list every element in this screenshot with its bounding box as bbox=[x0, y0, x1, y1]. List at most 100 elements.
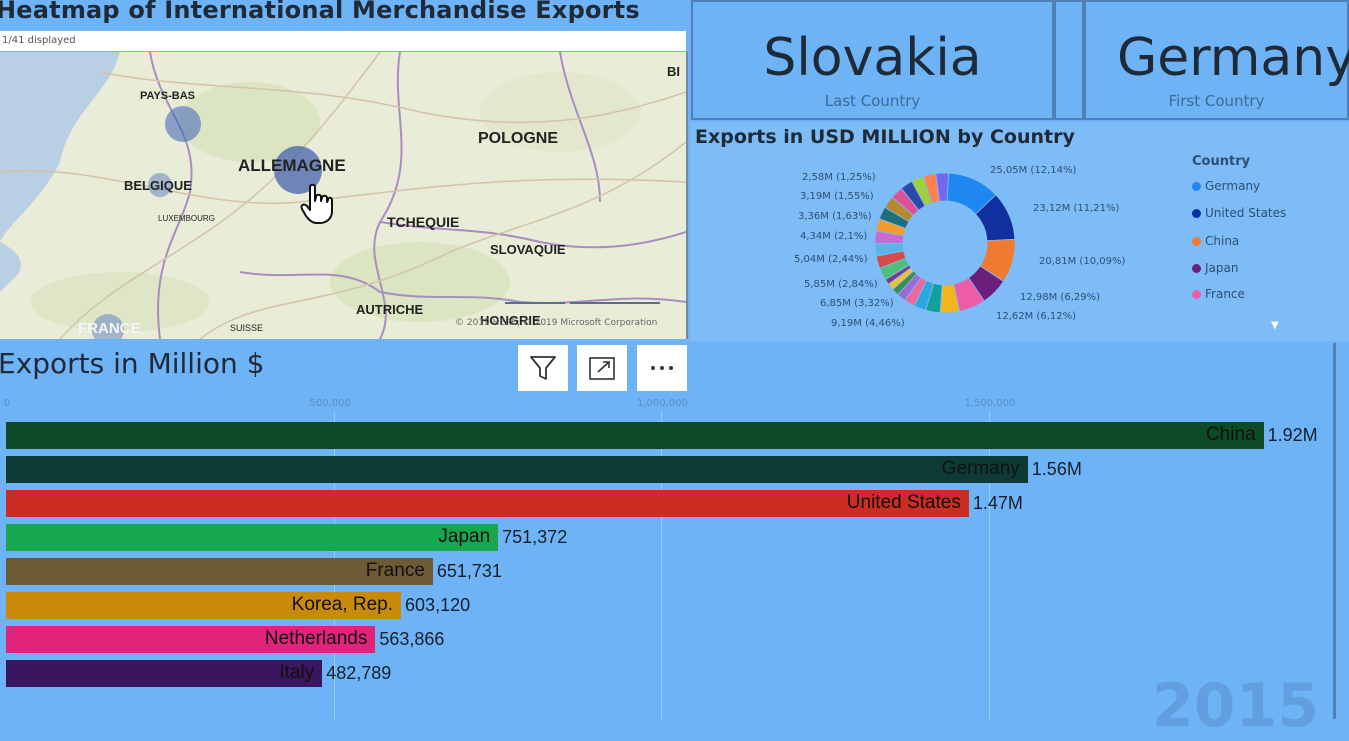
bar-china[interactable] bbox=[6, 422, 1264, 449]
map-label-switzerland: SUISSE bbox=[230, 323, 264, 333]
legend-scroll-down-icon[interactable]: ▼ bbox=[1271, 320, 1279, 331]
bar-race-visual[interactable]: Exports in Million $ 0 500,000 1,000,000 1,… bbox=[0, 341, 1349, 741]
bar-country-label: Japan bbox=[438, 526, 491, 547]
legend-dot-icon bbox=[1192, 237, 1201, 246]
legend-dot-icon bbox=[1192, 264, 1201, 273]
slice-label: 25,05M (12,14%) bbox=[990, 165, 1077, 176]
bar-title: Exports in Million $ bbox=[0, 347, 265, 380]
donut-visual[interactable]: Exports in USD MILLION by Country 25,05M… bbox=[690, 122, 1349, 341]
slice-label: 20,81M (10,09%) bbox=[1039, 256, 1126, 267]
bar-korea-rep[interactable] bbox=[6, 592, 402, 619]
legend-item-japan[interactable]: Japan bbox=[1192, 261, 1238, 275]
slice-label: 2,58M (1,25%) bbox=[802, 172, 876, 183]
kpi-value: Slovakia bbox=[763, 28, 982, 88]
legend-label: United States bbox=[1205, 206, 1287, 220]
map-label-poland: POLOGNE bbox=[478, 130, 559, 147]
map-canvas[interactable]: PAYS-BAS BELGIQUE ALLEMAGNE POLOGNE TCHE… bbox=[0, 52, 688, 339]
map-display-count: 1/41 displayed bbox=[0, 31, 686, 51]
legend-label: France bbox=[1205, 287, 1245, 301]
axis-tick-label: 500,000 bbox=[309, 398, 351, 409]
focus-mode-button[interactable] bbox=[577, 345, 627, 391]
bar-country-label: France bbox=[365, 560, 425, 581]
kpi-value: Germany bbox=[1116, 28, 1349, 88]
legend-label: Germany bbox=[1205, 179, 1261, 193]
more-options-button[interactable] bbox=[637, 345, 687, 391]
slice-label: 23,12M (11,21%) bbox=[1033, 203, 1120, 214]
legend-label: China bbox=[1205, 234, 1240, 248]
bar-value-label: 563,866 bbox=[379, 629, 445, 649]
bar-value-label: 603,120 bbox=[405, 595, 471, 615]
map-credit: © 2019 HERE, © 2019 Microsoft Corporatio… bbox=[455, 318, 658, 328]
heat-bubble bbox=[165, 106, 201, 142]
heat-bubble bbox=[274, 146, 322, 194]
heat-bubble bbox=[148, 173, 172, 197]
slice-label: 12,98M (6,29%) bbox=[1020, 292, 1101, 303]
map-label-czechia: TCHEQUIE bbox=[387, 214, 460, 230]
slice-label: 5,85M (2,84%) bbox=[804, 279, 878, 290]
legend-dot-icon bbox=[1192, 209, 1201, 218]
map-title: Heatmap of International Merchandise Exp… bbox=[0, 0, 640, 24]
gridline bbox=[661, 411, 662, 721]
axis-tick-label: 1,000,000 bbox=[637, 398, 688, 409]
bar-france[interactable] bbox=[6, 558, 433, 585]
more-options-icon bbox=[651, 366, 673, 370]
map-label-netherlands: PAYS-BAS bbox=[140, 90, 196, 102]
map-visual[interactable]: Heatmap of International Merchandise Exp… bbox=[0, 0, 688, 341]
donut-title: Exports in USD MILLION by Country bbox=[695, 126, 1075, 148]
hand-cursor-icon bbox=[300, 183, 333, 224]
slice-label: 4,34M (2,1%) bbox=[800, 231, 868, 242]
map-label-austria: AUTRICHE bbox=[356, 302, 424, 317]
axis-tick-label: 1,500,000 bbox=[964, 398, 1016, 409]
kpi-card-last-country[interactable]: Slovakia Last Country bbox=[691, 0, 1054, 120]
bar-country-label: Korea, Rep. bbox=[291, 594, 394, 615]
donut-slice[interactable] bbox=[935, 172, 949, 202]
map-label-hungary: HONGRIE bbox=[480, 313, 541, 328]
gridline bbox=[988, 411, 990, 721]
map-label-germany: ALLEMAGNE bbox=[238, 156, 346, 175]
year-stamp: 2015 bbox=[1152, 671, 1319, 741]
slice-label: 5,04M (2,44%) bbox=[794, 254, 868, 265]
bar-value-label: 651,731 bbox=[436, 561, 502, 581]
map-label-luxembourg: LUXEMBOURG bbox=[158, 214, 215, 223]
kpi-caption: First Country bbox=[1168, 92, 1265, 110]
bar-value-label: 1.92M bbox=[1267, 425, 1318, 445]
legend-dot-icon bbox=[1192, 290, 1201, 299]
map-label-belgium: BELGIQUE bbox=[124, 178, 192, 193]
expand-icon bbox=[589, 357, 615, 380]
bar-frame bbox=[0, 343, 1336, 719]
filter-button[interactable] bbox=[518, 345, 568, 391]
legend-item-united-states[interactable]: United States bbox=[1192, 206, 1286, 220]
bar-italy[interactable] bbox=[6, 660, 323, 687]
legend-label: Japan bbox=[1205, 261, 1239, 275]
legend-dot-icon bbox=[1192, 182, 1201, 191]
bar-value-label: 751,372 bbox=[502, 527, 568, 547]
bar-united-states[interactable] bbox=[6, 490, 969, 517]
legend-item-france[interactable]: France bbox=[1192, 287, 1245, 301]
axis-tick-label: 0 bbox=[4, 398, 11, 409]
kpi-card-spacer bbox=[1054, 0, 1084, 120]
bar-country-label: China bbox=[1205, 424, 1256, 445]
kpi-caption: Last Country bbox=[824, 92, 921, 110]
bar-value-label: 1.56M bbox=[1031, 459, 1082, 479]
donut-chart[interactable] bbox=[870, 168, 1020, 318]
heat-bubble bbox=[92, 314, 124, 339]
bar-value-label: 482,789 bbox=[326, 663, 392, 683]
bar-country-label: Germany bbox=[941, 458, 1020, 479]
legend-item-germany[interactable]: Germany bbox=[1192, 179, 1260, 193]
bar-netherlands[interactable] bbox=[6, 626, 376, 653]
legend-item-china[interactable]: China bbox=[1192, 234, 1239, 248]
bar-country-label: Italy bbox=[279, 662, 315, 683]
slice-label: 12,62M (6,12%) bbox=[996, 311, 1077, 322]
map-background bbox=[0, 52, 686, 339]
legend-title: Country bbox=[1192, 154, 1251, 169]
bar-country-label: Netherlands bbox=[264, 628, 368, 649]
kpi-card-first-country[interactable]: Germany First Country bbox=[1084, 0, 1349, 120]
map-label-france: FRANCE bbox=[78, 320, 141, 337]
filter-icon bbox=[530, 356, 556, 380]
bar-value-label: 1.47M bbox=[972, 493, 1023, 513]
bar-japan[interactable] bbox=[6, 524, 499, 551]
bar-germany[interactable] bbox=[6, 456, 1028, 483]
slice-label: 9,19M (4,46%) bbox=[831, 318, 905, 329]
map-label-bi: BI bbox=[667, 64, 680, 79]
slice-label: 3,36M (1,63%) bbox=[798, 211, 872, 222]
